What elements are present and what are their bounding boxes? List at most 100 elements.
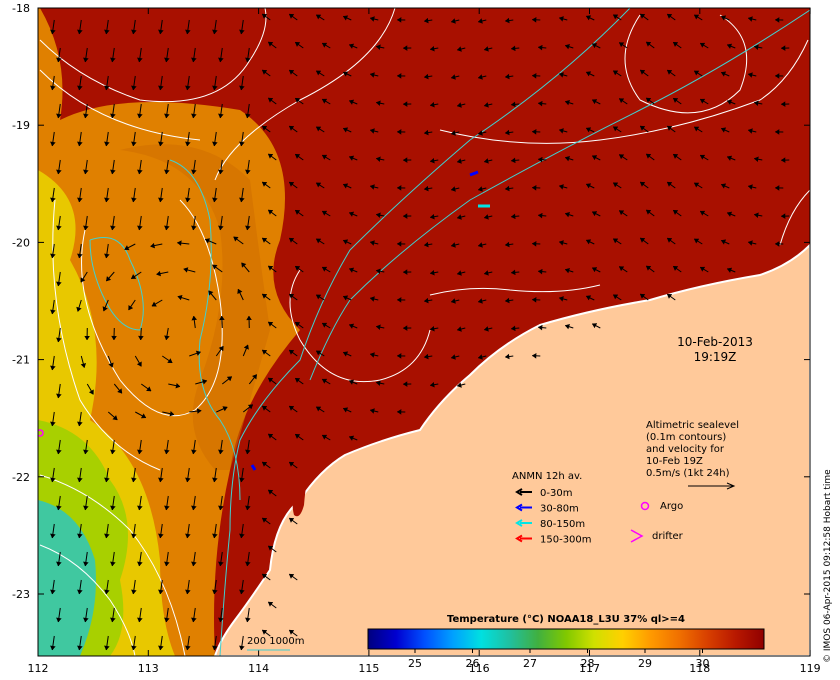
velocity-arrow-head-icon [693,126,700,132]
anmn-legend-arrow-head-icon [515,534,523,543]
velocity-arrow-head-icon [537,100,543,107]
velocity-arrow-head-icon [726,155,732,161]
velocity-arrow-head-icon [288,573,295,579]
velocity-arrow-head-icon [720,127,726,133]
velocity-arrow-head-icon [104,477,110,483]
velocity-arrow-head-icon [219,315,225,321]
velocity-arrow-head-icon [450,186,456,192]
velocity-arrow-head-icon [267,41,274,47]
velocity-arrow-head-icon [104,197,110,203]
velocity-arrow-head-icon [456,382,462,388]
sealevel-legend-line: Altimetric sealevel [646,420,739,431]
velocity-arrow-head-icon [110,225,116,231]
velocity-arrow-head-icon [218,561,224,567]
velocity-arrow-head-icon [124,245,130,251]
velocity-arrow-head-icon [477,18,483,24]
velocity-arrow-head-icon [212,645,218,651]
velocity-arrow-head-icon [369,240,375,246]
land [213,243,810,656]
velocity-arrow-head-icon [348,323,354,329]
velocity-arrow-head-icon [774,73,780,79]
velocity-arrow-head-icon [204,238,210,244]
velocity-arrow-head-icon [112,415,118,421]
velocity-arrow-head-icon [77,477,83,483]
colorbar-tick-label: 26 [466,657,480,670]
velocity-arrow-head-icon [77,645,83,651]
velocity-arrow-head-icon [666,13,673,19]
velocity-arrow-head-icon [450,74,456,80]
velocity-arrow-head-icon [396,73,402,79]
velocity-arrow-head-icon [158,29,164,35]
velocity-arrow-head-icon [218,449,224,455]
velocity-arrow-head-icon [531,297,537,303]
velocity-arrow-head-icon [104,85,110,91]
velocity-arrow-head-icon [342,127,348,133]
velocity-arrow-head-icon [212,29,218,35]
velocity-arrow-head-icon [342,295,348,301]
velocity-arrow-head-icon [158,141,164,147]
velocity-arrow-head-icon [164,57,170,63]
velocity-arrow-head-icon [83,617,89,623]
velocity-arrow-head-icon [510,269,516,276]
velocity-arrow-head-icon [456,46,462,52]
velocity-arrow-head-icon [164,113,170,119]
velocity-arrow-head-icon [423,17,429,24]
velocity-arrow-head-icon [261,517,268,523]
velocity-arrow-head-icon [396,17,402,23]
velocity-arrow-head-icon [591,323,598,329]
velocity-arrow-head-icon [699,98,706,104]
velocity-arrow-head-icon [450,18,456,24]
velocity-arrow-head-icon [612,238,619,244]
velocity-arrow-head-icon [315,406,322,412]
velocity-arrow-head-icon [239,85,245,91]
velocity-arrow-head-icon [321,42,328,48]
velocity-arrow-head-icon [158,197,164,203]
velocity-arrow-head-icon [195,350,202,356]
sealevel-legend: Altimetric sealevel (0.1m contours) and … [646,420,739,490]
velocity-arrow-head-icon [191,561,197,567]
velocity-arrow-head-icon [83,113,89,119]
velocity-arrow-head-icon [212,85,218,91]
velocity-arrow-head-icon [267,433,274,439]
velocity-arrow-head-icon [477,242,483,248]
velocity-arrow-head-icon [315,14,322,20]
velocity-arrow-head-icon [375,380,381,386]
velocity-arrow-head-icon [267,377,274,383]
velocity-arrow-head-icon [185,589,191,595]
velocity-arrow-head-icon [456,158,462,164]
velocity-arrow-head-icon [315,294,322,300]
velocity-arrow-head-icon [294,41,301,47]
drifter-legend-icon [630,529,644,543]
velocity-arrow-head-icon [564,156,570,162]
velocity-arrow-head-icon [402,325,408,331]
velocity-arrow-head-icon [369,184,375,190]
velocity-arrow-head-icon [50,589,56,595]
velocity-arrow-head-icon [429,158,435,164]
velocity-arrow-head-icon [726,99,732,105]
velocity-arrow-head-icon [146,386,152,392]
velocity-arrow-head-icon [56,281,62,287]
velocity-arrow-head-icon [321,378,328,384]
velocity-arrow-head-icon [294,97,301,103]
bathymetry-legend-label: 200 1000m [247,636,304,647]
velocity-arrow-head-icon [342,183,348,189]
velocity-arrow-head-icon [639,69,646,75]
velocity-arrow-head-icon [564,324,570,330]
velocity-arrow-head-icon [164,449,170,455]
velocity-arrow-head-icon [83,561,89,567]
velocity-arrow-head-icon [504,241,510,248]
velocity-arrow-head-icon [423,353,429,360]
velocity-arrow-head-icon [483,102,489,108]
velocity-arrow-head-icon [321,210,328,216]
velocity-arrow-head-icon [218,113,224,119]
mooring-marker-30-80m [469,170,479,177]
scale-arrow-head-icon [726,482,736,490]
velocity-arrow-head-icon [483,270,489,276]
anmn-legend-arrow-head-icon [515,519,523,527]
velocity-arrow-head-icon [110,561,116,567]
velocity-arrow-head-icon [164,561,170,567]
velocity-arrow-head-icon [753,44,759,50]
velocity-arrow-head-icon [585,295,592,301]
velocity-arrow-head-icon [672,265,679,271]
velocity-arrow-head-icon [531,353,537,359]
